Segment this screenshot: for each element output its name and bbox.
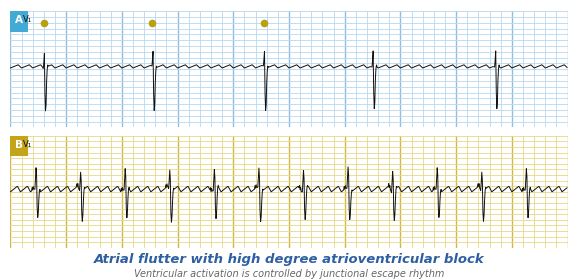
Text: V₁: V₁ — [23, 15, 32, 24]
Text: Ventricular activation is controlled by junctional escape rhythm: Ventricular activation is controlled by … — [134, 269, 444, 279]
Text: B: B — [15, 140, 23, 150]
Text: A: A — [15, 15, 23, 25]
Text: V₁: V₁ — [23, 140, 32, 149]
Bar — [10, 11, 28, 32]
Text: Atrial flutter with high degree atrioventricular block: Atrial flutter with high degree atrioven… — [94, 253, 484, 266]
Bar — [10, 136, 28, 156]
